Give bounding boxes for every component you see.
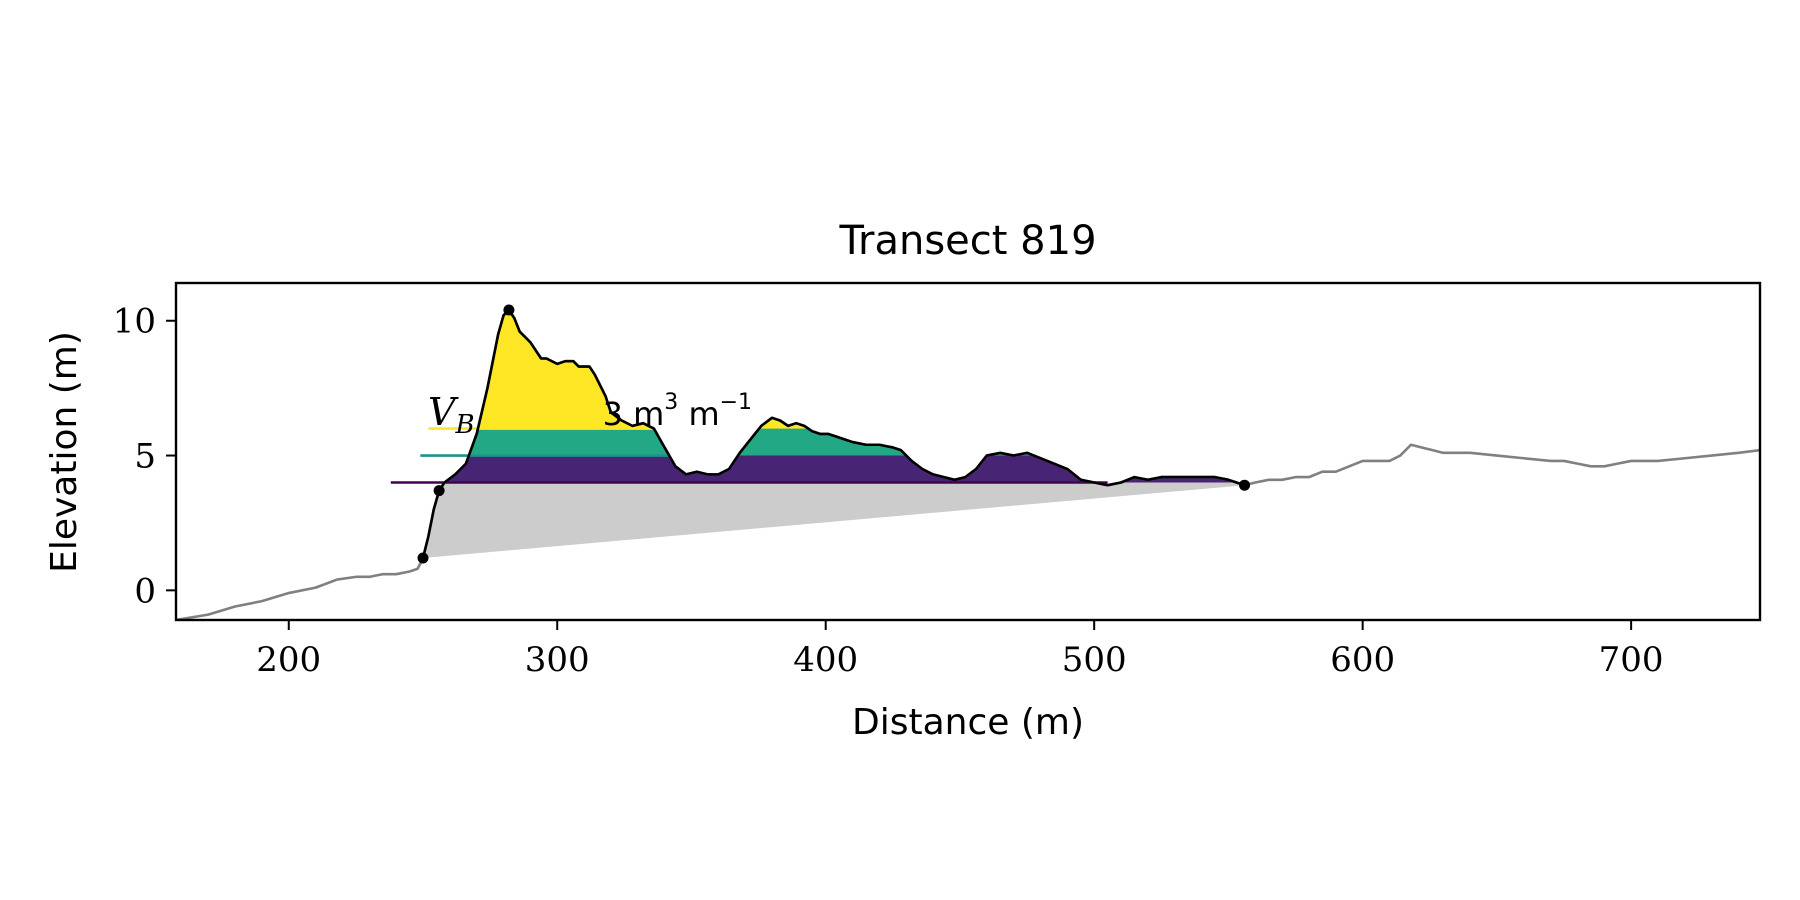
marker-point-3 <box>1239 479 1251 491</box>
chart-title: Transect 819 <box>838 218 1096 264</box>
profile-line-context <box>176 308 1760 620</box>
x-tick-label-500: 500 <box>1062 640 1127 680</box>
volume-annotation: VB 3 m3 m−1 <box>428 390 752 440</box>
x-tick-label-400: 400 <box>793 640 858 680</box>
x-tick-label-600: 600 <box>1330 640 1395 680</box>
volume-band-2 <box>423 309 1245 429</box>
beach-markers <box>417 304 1251 564</box>
x-tick-label-700: 700 <box>1599 640 1664 680</box>
marker-point-1 <box>433 485 445 497</box>
profile-line-beach <box>421 308 1245 559</box>
y-axis-label: Elevation (m) <box>44 331 85 573</box>
marker-point-0 <box>417 552 429 564</box>
base-volume-fill <box>422 309 1245 558</box>
marker-point-2 <box>503 304 515 316</box>
y-tick-label-5: 5 <box>134 437 156 477</box>
x-tick-label-300: 300 <box>525 640 590 680</box>
plot-area <box>176 308 1760 620</box>
x-tick-label-200: 200 <box>256 640 321 680</box>
y-axis-ticks: 0 5 10 <box>113 302 176 611</box>
y-tick-label-10: 10 <box>113 302 156 342</box>
x-axis-label: Distance (m) <box>852 702 1084 743</box>
plot-frame <box>174 281 1762 622</box>
y-tick-label-0: 0 <box>134 571 156 611</box>
x-axis-ticks: 200 300 400 500 600 700 <box>256 620 1664 680</box>
